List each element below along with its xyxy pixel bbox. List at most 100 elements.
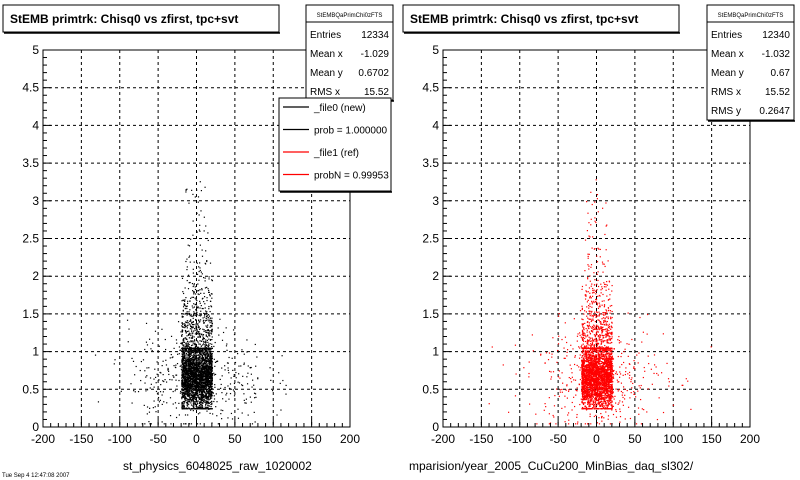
data-point: [194, 378, 196, 381]
data-point: [190, 360, 192, 362]
data-point: [185, 385, 187, 387]
data-point: [202, 388, 205, 390]
data-point: [159, 391, 162, 393]
data-point: [200, 347, 202, 350]
data-point: [201, 366, 204, 369]
data-point: [586, 395, 589, 397]
data-point: [196, 347, 199, 349]
data-point: [149, 407, 151, 409]
data-point: [192, 272, 194, 274]
data-point: [582, 386, 585, 388]
data-point: [195, 325, 197, 327]
data-point: [194, 400, 196, 402]
data-point: [203, 301, 205, 303]
data-point: [190, 361, 192, 363]
data-point: [193, 292, 195, 294]
data-point: [241, 412, 243, 414]
data-point: [189, 309, 191, 311]
data-point: [192, 358, 195, 361]
data-point: [606, 387, 608, 389]
data-point: [237, 408, 239, 410]
data-point: [220, 413, 222, 415]
data-point: [213, 372, 215, 374]
data-point: [194, 342, 196, 344]
data-point: [184, 367, 186, 369]
data-point: [205, 368, 207, 370]
data-point: [184, 384, 186, 386]
data-point: [216, 401, 218, 403]
data-point: [195, 397, 198, 399]
data-point: [203, 319, 205, 321]
data-point: [199, 321, 201, 323]
data-point: [207, 314, 210, 316]
data-point: [200, 375, 202, 378]
data-point: [205, 366, 207, 368]
data-point: [198, 314, 200, 317]
data-point: [197, 336, 199, 338]
data-point: [238, 365, 240, 367]
data-point: [187, 288, 190, 290]
data-point: [143, 404, 145, 407]
data-point: [189, 320, 191, 322]
data-point: [207, 329, 210, 331]
data-point: [211, 357, 213, 359]
data-point: [227, 417, 229, 419]
data-point: [208, 379, 211, 382]
data-point: [209, 371, 211, 373]
data-point: [176, 342, 178, 344]
data-point: [203, 396, 205, 398]
data-point: [194, 396, 197, 398]
data-point: [209, 351, 211, 353]
data-point: [171, 356, 173, 359]
data-point: [184, 357, 186, 359]
data-point: [181, 383, 183, 385]
data-point: [195, 398, 197, 400]
data-point: [181, 388, 184, 391]
data-point: [194, 351, 197, 354]
data-point: [190, 350, 192, 352]
data-point: [183, 346, 185, 348]
data-point: [203, 322, 205, 324]
data-point: [208, 373, 210, 375]
data-point: [198, 352, 201, 354]
data-point: [235, 377, 237, 379]
data-point: [237, 381, 239, 383]
data-point: [219, 378, 221, 381]
data-point: [209, 366, 211, 368]
data-point: [210, 370, 213, 373]
data-point: [204, 381, 206, 383]
data-point: [192, 327, 194, 329]
data-point: [585, 395, 588, 397]
data-point: [207, 406, 209, 408]
data-point: [190, 344, 193, 347]
data-point: [192, 220, 194, 222]
data-point: [186, 358, 188, 361]
data-point: [184, 394, 186, 396]
data-point: [200, 350, 202, 352]
data-point: [159, 399, 161, 401]
data-point: [190, 408, 192, 410]
data-point: [183, 299, 185, 302]
data-point: [605, 396, 607, 398]
data-point: [191, 340, 193, 342]
data-point: [197, 396, 199, 399]
data-point: [180, 364, 182, 366]
data-point: [606, 373, 609, 375]
data-point: [203, 370, 206, 372]
data-point: [191, 378, 193, 380]
data-point: [191, 408, 193, 410]
data-point: [257, 378, 259, 380]
data-point: [190, 386, 192, 388]
data-point: [191, 331, 193, 333]
data-point: [598, 377, 600, 379]
data-point: [186, 351, 188, 353]
data-point: [589, 371, 591, 373]
data-point: [181, 396, 183, 398]
data-point: [269, 367, 271, 369]
data-point: [195, 368, 197, 370]
data-point: [196, 311, 198, 314]
data-point: [208, 392, 210, 395]
data-point: [204, 388, 206, 391]
data-point: [194, 346, 197, 349]
